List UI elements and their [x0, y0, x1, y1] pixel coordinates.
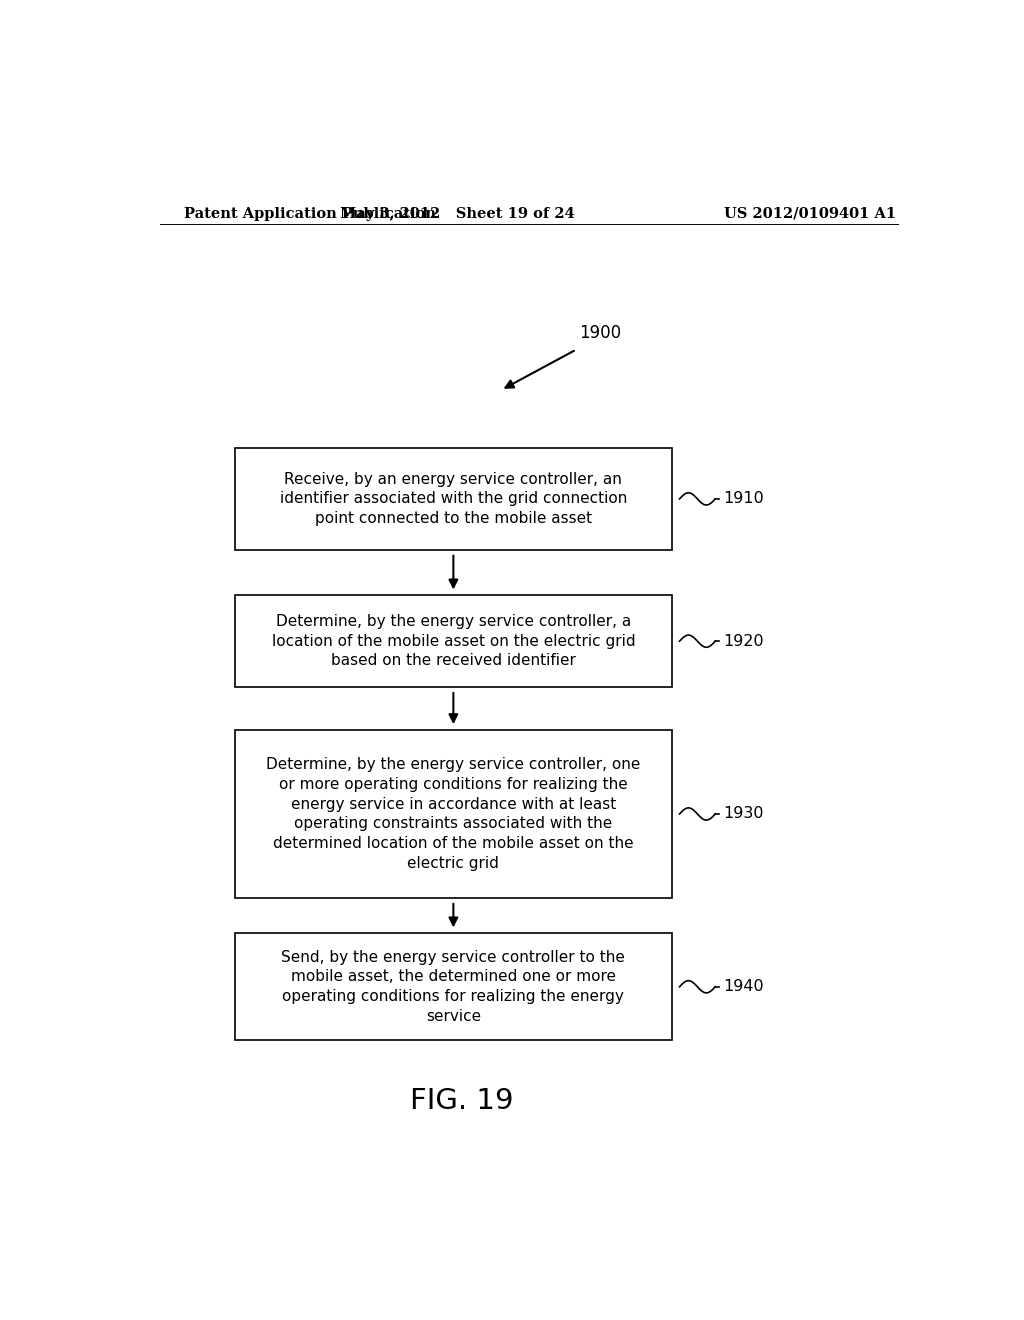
Text: 1900: 1900 — [580, 325, 622, 342]
Text: Determine, by the energy service controller, a
location of the mobile asset on t: Determine, by the energy service control… — [271, 614, 635, 668]
Bar — [236, 730, 672, 898]
Text: 1920: 1920 — [723, 634, 764, 648]
Text: FIG. 19: FIG. 19 — [410, 1086, 513, 1114]
Text: May 3, 2012   Sheet 19 of 24: May 3, 2012 Sheet 19 of 24 — [340, 207, 574, 220]
Text: Send, by the energy service controller to the
mobile asset, the determined one o: Send, by the energy service controller t… — [282, 949, 626, 1024]
Bar — [236, 933, 672, 1040]
Text: Patent Application Publication: Patent Application Publication — [183, 207, 435, 220]
Text: US 2012/0109401 A1: US 2012/0109401 A1 — [724, 207, 897, 220]
Text: 1930: 1930 — [723, 807, 764, 821]
Bar — [236, 595, 672, 686]
Bar — [236, 447, 672, 549]
Text: Determine, by the energy service controller, one
or more operating conditions fo: Determine, by the energy service control… — [266, 756, 641, 871]
Text: Receive, by an energy service controller, an
identifier associated with the grid: Receive, by an energy service controller… — [280, 471, 627, 527]
Text: 1910: 1910 — [723, 491, 764, 507]
Text: 1940: 1940 — [723, 979, 764, 994]
